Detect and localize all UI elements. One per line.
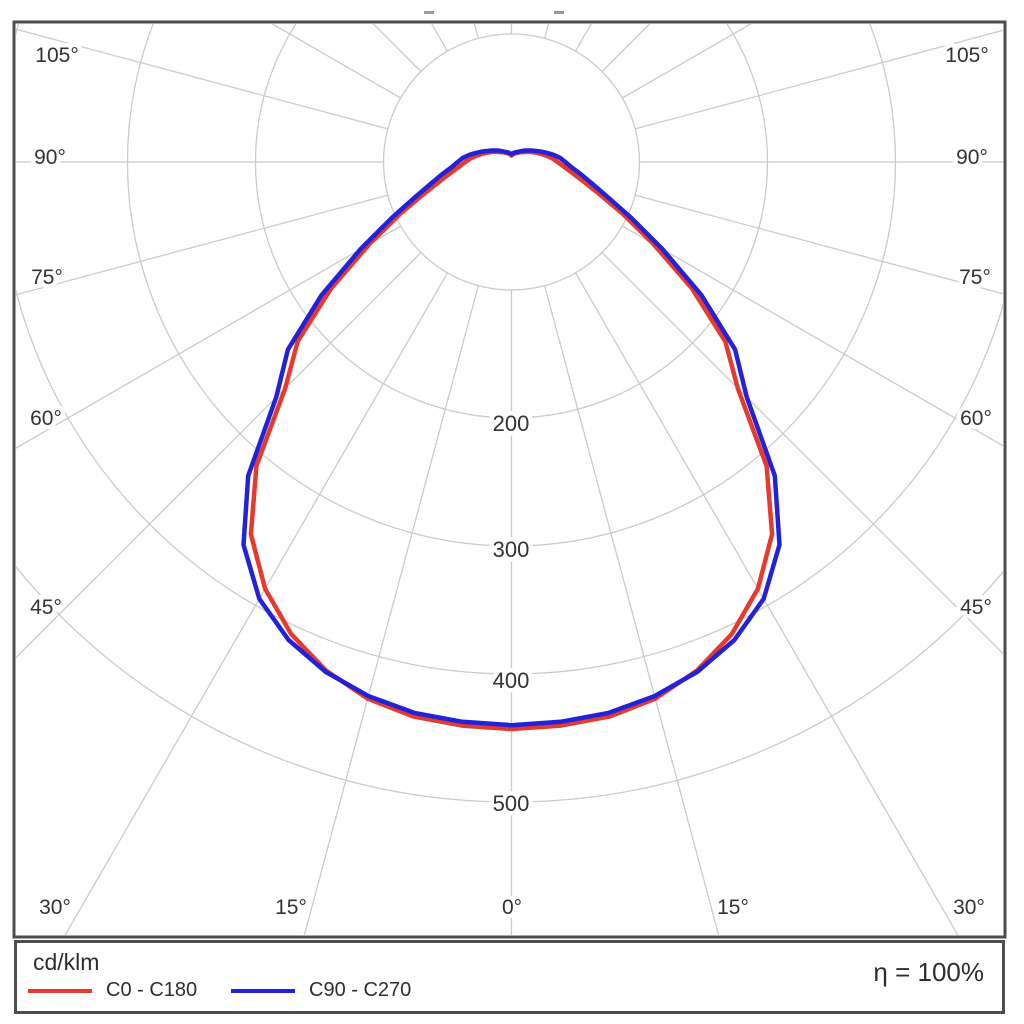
legend-item-c0-c180: C0 - C180 bbox=[28, 979, 197, 1002]
grid-ray-165 bbox=[544, 24, 550, 39]
angle-label-left-45: 45° bbox=[30, 596, 62, 619]
chart-footer: cd/klm C0 - C180 C90 - C270 η = 100% bbox=[14, 940, 1005, 1014]
angle-label-right-90: 90° bbox=[956, 146, 988, 169]
grid-ray-315 bbox=[16, 252, 422, 659]
angle-label-bottom-0: 30° bbox=[39, 896, 71, 919]
angle-label-left-75: 75° bbox=[31, 266, 63, 289]
cropped-label-fragment bbox=[424, 11, 434, 14]
grid-ring-100 bbox=[382, 33, 641, 291]
grid-ray-60 bbox=[622, 225, 1003, 447]
angle-label-right-75: 75° bbox=[959, 266, 991, 289]
ring-label-200: 200 bbox=[493, 411, 530, 436]
angle-label-bottom-3: 15° bbox=[717, 896, 749, 919]
angle-label-right-45: 45° bbox=[960, 596, 992, 619]
grid-ray-255 bbox=[16, 28, 389, 130]
legend-item-c90-c270: C90 - C270 bbox=[231, 979, 411, 1002]
grid-ray-15 bbox=[544, 285, 720, 935]
grid-ray-285 bbox=[16, 194, 389, 296]
angle-label-right-60: 60° bbox=[960, 407, 992, 430]
legend-label-c0-c180: C0 - C180 bbox=[106, 979, 198, 1001]
angle-label-left-90: 90° bbox=[34, 146, 66, 169]
angle-label-right-105: 105° bbox=[945, 44, 988, 67]
grid-ray-300 bbox=[16, 225, 401, 449]
ring-label-500: 500 bbox=[493, 791, 530, 816]
grid-ray-30 bbox=[574, 272, 959, 935]
grid-ray-345 bbox=[303, 285, 479, 935]
grid-ray-75 bbox=[634, 194, 1003, 295]
angle-label-bottom-4: 30° bbox=[953, 896, 985, 919]
legend-label-c90-c270: C90 - C270 bbox=[309, 979, 412, 1001]
efficiency-label: η = 100% bbox=[873, 957, 984, 987]
legend-swatch-blue bbox=[231, 988, 295, 993]
ring-label-400: 400 bbox=[493, 668, 530, 693]
curve-c0-c180 bbox=[248, 149, 775, 732]
cropped-label-fragment bbox=[554, 11, 564, 14]
grid-ray-330 bbox=[64, 272, 449, 935]
grid-ray-195 bbox=[473, 24, 479, 39]
angle-label-bottom-2: 0° bbox=[502, 896, 522, 919]
angle-label-bottom-1: 15° bbox=[275, 896, 307, 919]
chart-frame bbox=[12, 20, 1007, 939]
curve-c90-c270 bbox=[241, 148, 782, 728]
grid-ray-105 bbox=[634, 29, 1003, 130]
angle-label-left-105: 105° bbox=[35, 44, 78, 67]
ring-label-300: 300 bbox=[493, 537, 530, 562]
angle-label-left-60: 60° bbox=[30, 407, 62, 430]
legend-swatch-red bbox=[28, 988, 92, 993]
grid-ray-45 bbox=[601, 252, 1003, 655]
units-label: cd/klm bbox=[33, 949, 100, 975]
